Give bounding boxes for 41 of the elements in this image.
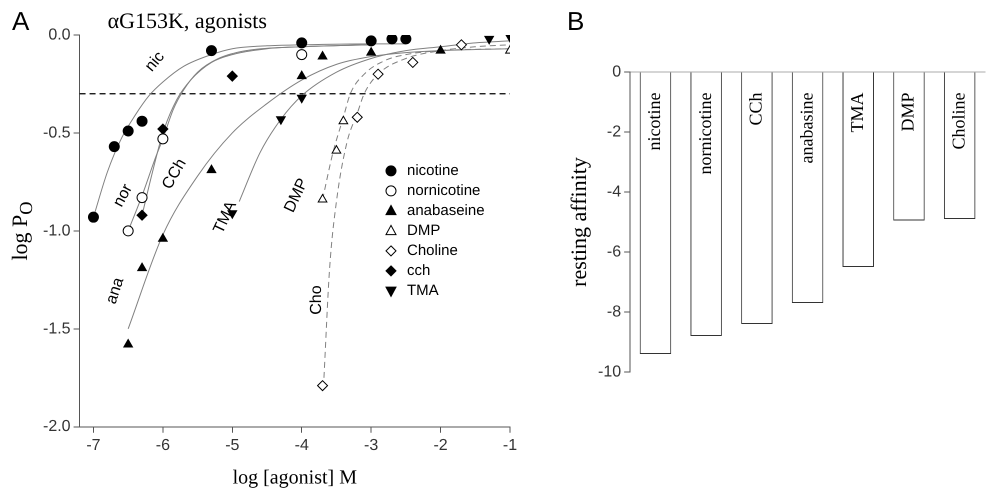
legend-label: cch [407, 262, 430, 280]
x-tick-label: Choline [948, 92, 968, 150]
y-tick-label: -1.0 [42, 222, 71, 240]
legend-label: nicotine [407, 162, 459, 180]
text: A [12, 6, 30, 36]
x-tick-label: -1 [502, 436, 518, 454]
x-tick-label: -4 [294, 436, 309, 454]
y-tick-label: -2.0 [42, 418, 71, 436]
x-tick-label: CCh [746, 92, 766, 126]
text: nic [142, 48, 168, 75]
text: nor [110, 180, 136, 210]
x-tick-label: -6 [156, 436, 170, 454]
chart-title: αG153K, agonists [108, 8, 267, 33]
x-tick-label: nornicotine [694, 92, 715, 174]
x-axis-title: log [agonist] M [232, 466, 358, 488]
y-axis-title: resting affinity [566, 157, 592, 287]
legend-label: nornicotine [407, 182, 480, 200]
y-tick-label: -1.5 [42, 320, 71, 338]
y-tick-label: 0 [612, 63, 622, 80]
text: ana [102, 275, 128, 306]
x-tick-label: DMP [898, 92, 918, 132]
text: B [567, 6, 584, 36]
x-tick-label: anabasine [796, 92, 816, 164]
x-tick-label: -7 [86, 436, 101, 454]
y-tick-label: -10 [598, 363, 622, 380]
legend-label: TMA [407, 282, 439, 300]
legend-label: Choline [407, 242, 458, 260]
x-tick-label: TMA [846, 92, 867, 132]
text: DMP [281, 176, 312, 216]
legend-label: DMP [407, 222, 440, 240]
x-tick-label: nicotine [644, 92, 664, 150]
y-tick-label: -6 [606, 243, 622, 260]
legend-label: anabaseine [407, 202, 485, 220]
x-tick-label: -3 [364, 436, 378, 454]
text: Cho [308, 285, 325, 315]
x-tick-label: -2 [433, 436, 448, 454]
y-tick-label: -8 [606, 303, 622, 320]
x-tick-label: -5 [225, 436, 240, 454]
y-tick-label: 0.0 [48, 26, 71, 44]
y-tick-label: -0.5 [42, 124, 71, 142]
y-tick-label: -4 [606, 183, 622, 200]
